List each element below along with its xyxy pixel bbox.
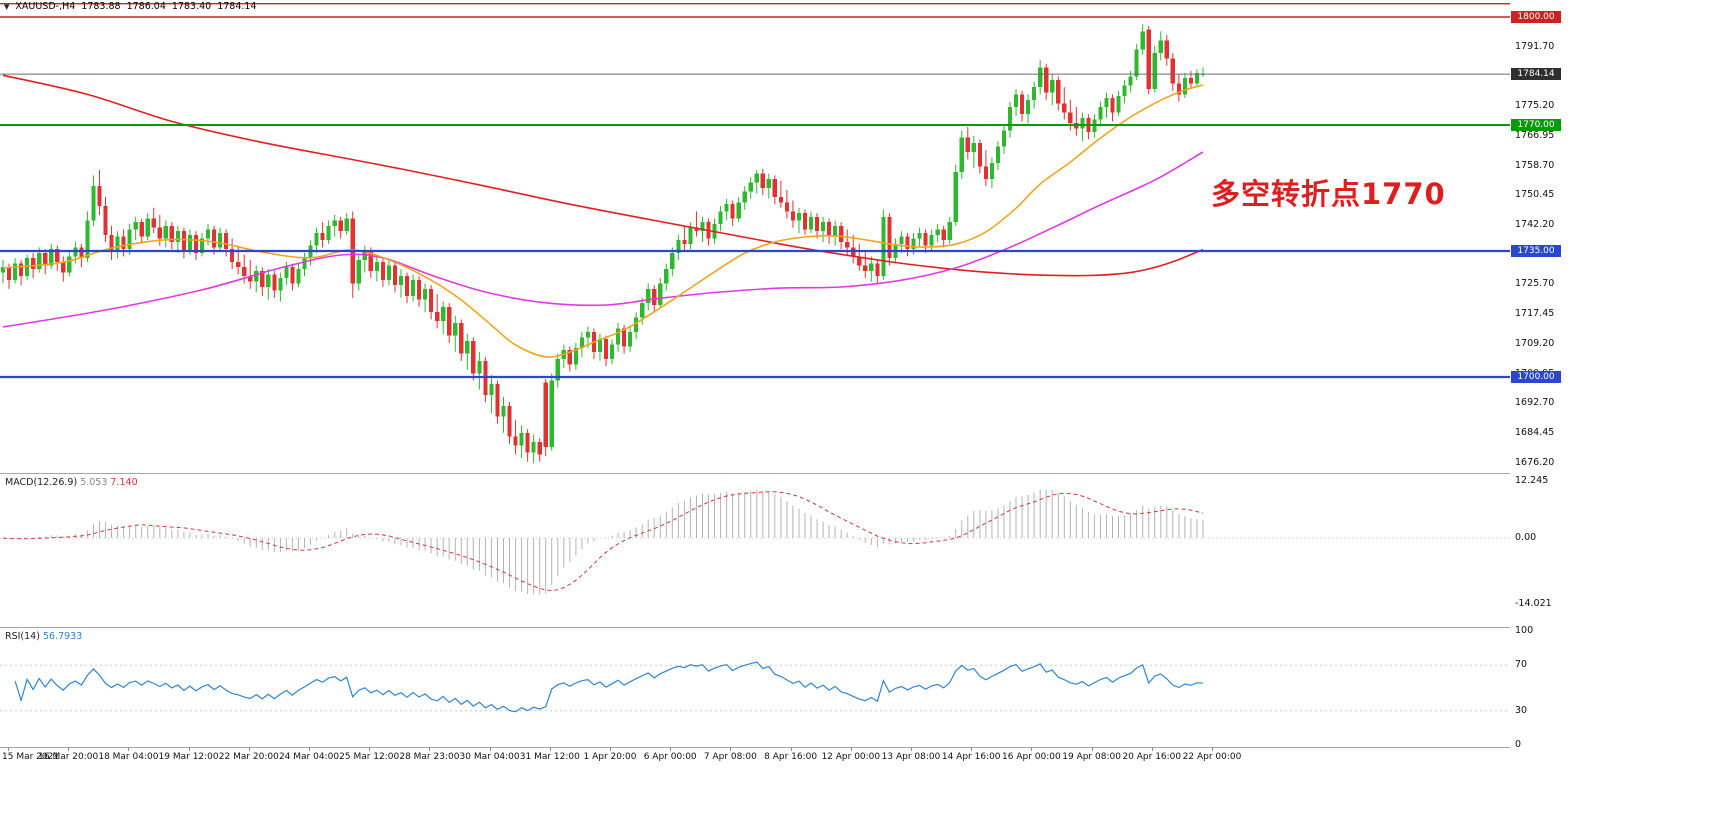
time-tick-label: 25 Mar 12:00 — [339, 752, 400, 762]
time-tick-label: 13 Apr 08:00 — [881, 752, 941, 762]
macd-axis-label: 12.245 — [1515, 474, 1549, 486]
time-tick — [309, 747, 310, 751]
time-tick-label: 16 Apr 00:00 — [1002, 752, 1061, 762]
ma-fast-orange — [2, 84, 1204, 358]
price-tick-label: 1709.20 — [1515, 337, 1555, 349]
time-tick-label: 19 Apr 08:00 — [1062, 752, 1121, 762]
symbol-timeframe: XAUUSD-,H4 — [15, 1, 76, 12]
time-tick-label: 16 Mar 20:00 — [38, 752, 99, 762]
level-price-badge[interactable]: 1800.00 — [1511, 11, 1561, 23]
rsi-axis-label: 100 — [1515, 625, 1534, 636]
current-price-badge: 1784.14 — [1511, 68, 1561, 81]
time-tick — [68, 747, 70, 751]
time-tick-label: 22 Apr 00:00 — [1182, 752, 1242, 762]
rsi-title: RSI(14) — [5, 631, 40, 642]
time-tick-label: 15 Mar 2021 — [2, 752, 60, 762]
macd-histogram — [8, 489, 1204, 595]
time-tick — [670, 747, 672, 751]
time-tick — [730, 747, 732, 751]
candles-layer — [0, 24, 1206, 464]
time-tick-label: 1 Apr 20:00 — [583, 752, 637, 762]
time-tick-label: 18 Mar 04:00 — [98, 752, 159, 762]
time-tick — [850, 747, 852, 751]
symbol-dropdown-icon[interactable]: ▼ — [4, 2, 10, 11]
price-tick-label: 1750.45 — [1515, 189, 1555, 201]
time-tick — [489, 747, 491, 751]
price-tick-label: 1791.70 — [1515, 40, 1555, 52]
time-tick — [911, 747, 912, 751]
price-tick-label: 1775.20 — [1515, 100, 1555, 112]
time-axis-divider — [0, 747, 1727, 748]
time-axis[interactable]: 15 Mar 2021 16 Mar 20:00 18 Mar 04:00 19 Ma… — [0, 747, 1510, 768]
time-tick-label: 22 Mar 20:00 — [218, 752, 279, 762]
time-tick — [429, 747, 431, 751]
time-tick — [1151, 747, 1153, 751]
rsi-value: 56.7933 — [42, 631, 83, 642]
time-tick-label: 7 Apr 08:00 — [703, 752, 757, 762]
macd-signal-value: 7.140 — [110, 477, 138, 488]
time-tick-label: 14 Apr 16:00 — [941, 752, 1001, 762]
time-tick-label: 12 Apr 00:00 — [821, 752, 881, 762]
time-tick — [369, 747, 371, 751]
ma-slow-red — [2, 74, 1204, 277]
price-tick-label: 1676.20 — [1515, 456, 1555, 468]
macd-signal-line — [2, 491, 1204, 592]
quote-close: 1784.14 — [217, 1, 257, 12]
time-tick-label: 30 Mar 04:00 — [459, 752, 520, 762]
macd-panel-divider[interactable] — [0, 473, 1727, 474]
time-tick-label: 8 Apr 16:00 — [764, 752, 818, 762]
ma-mid-magenta — [2, 151, 1204, 328]
macd-chart-canvas[interactable] — [0, 474, 1510, 627]
annotation-text[interactable]: 多空转折点1770 — [1211, 177, 1446, 211]
level-price-badge[interactable]: 1735.00 — [1511, 245, 1561, 257]
rsi-label: RSI(14) 56.7933 — [5, 631, 82, 642]
price-tick-label: 1742.20 — [1515, 219, 1555, 231]
time-tick — [971, 747, 973, 751]
time-tick — [1031, 747, 1033, 751]
price-tick-label: 1725.70 — [1515, 278, 1555, 290]
time-tick — [128, 747, 130, 751]
time-tick-label: 20 Apr 16:00 — [1122, 752, 1182, 762]
price-tick-label: 1766.95 — [1515, 129, 1555, 141]
time-tick-label: 24 Mar 04:00 — [278, 752, 340, 762]
price-tick-label: 1684.45 — [1515, 426, 1555, 438]
rsi-line — [14, 661, 1204, 713]
time-tick-label: 19 Mar 12:00 — [158, 752, 219, 762]
macd-axis-label: -14.021 — [1515, 597, 1552, 609]
rsi-axis-label: 30 — [1515, 704, 1528, 716]
rsi-axis-label: 70 — [1515, 659, 1528, 671]
time-tick — [8, 747, 9, 751]
level-price-badge[interactable]: 1700.00 — [1511, 371, 1561, 383]
time-tick — [1212, 747, 1213, 751]
macd-main-value: 5.053 — [80, 477, 108, 488]
quote-high: 1786.04 — [126, 1, 166, 12]
macd-label: MACD(12.26.9) 5.053 7.140 — [5, 477, 138, 488]
time-tick-label: 31 Mar 12:00 — [519, 752, 580, 762]
quote-bar: ▼ XAUUSD-,H4 1783.88 1786.04 1783.40 178… — [4, 1, 256, 12]
price-axis[interactable]: 1791.701783.451775.201766.951758.701750.… — [1510, 0, 1727, 766]
time-tick — [1091, 747, 1093, 751]
time-tick — [248, 747, 250, 751]
macd-axis-label: 0.00 — [1515, 532, 1537, 543]
rsi-axis-label: 0 — [1515, 739, 1522, 750]
level-price-badge[interactable]: 1770.00 — [1511, 119, 1561, 131]
time-tick-label: 6 Apr 00:00 — [643, 752, 697, 762]
time-tick-label: 28 Mar 23:00 — [399, 752, 460, 762]
price-tick-label: 1692.70 — [1515, 397, 1555, 409]
time-tick — [188, 747, 190, 751]
rsi-panel-divider[interactable] — [0, 627, 1727, 628]
price-chart-canvas[interactable] — [0, 0, 1510, 473]
price-tick-label: 1717.45 — [1515, 308, 1555, 320]
macd-title: MACD(12.26.9) — [5, 477, 78, 488]
rsi-chart-canvas[interactable] — [0, 628, 1510, 747]
price-tick-label: 1758.70 — [1515, 159, 1555, 171]
quote-open: 1783.88 — [81, 1, 121, 12]
quote-low: 1783.40 — [171, 1, 212, 12]
time-tick — [549, 747, 551, 751]
time-tick — [610, 747, 611, 751]
time-tick — [790, 747, 792, 751]
